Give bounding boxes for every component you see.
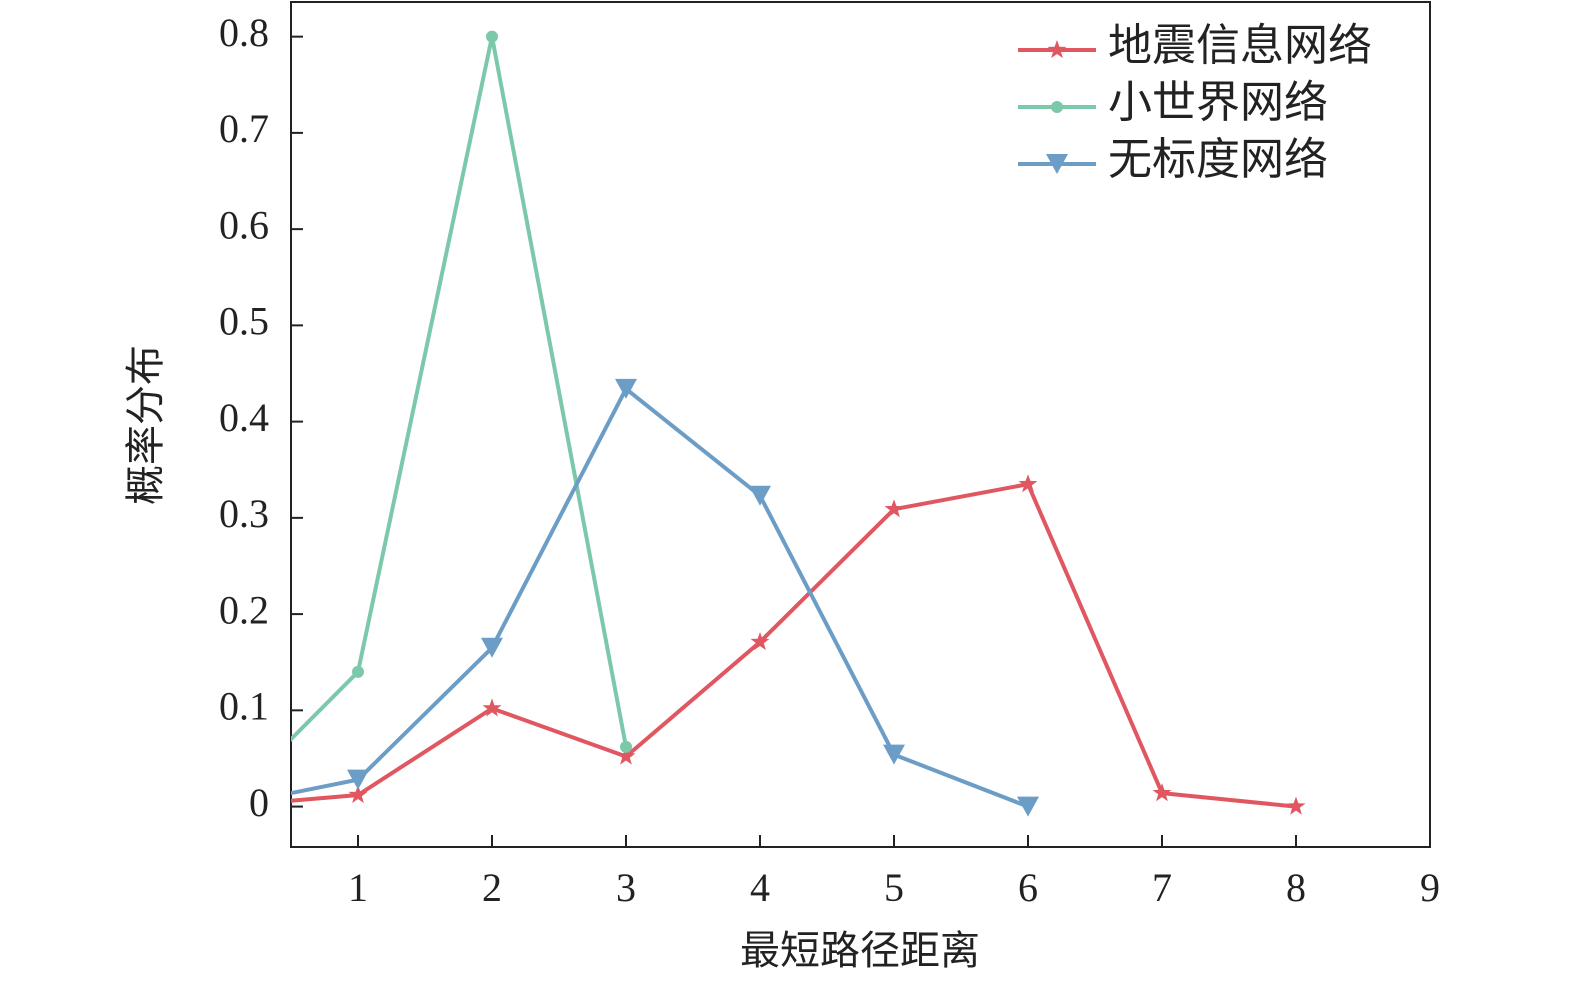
- point: [620, 740, 632, 753]
- y-tick-label: 0.8: [219, 10, 269, 55]
- y-tick-label: 0.7: [219, 106, 269, 151]
- point: [1017, 796, 1039, 817]
- point: [615, 378, 637, 399]
- legend-marker: [1046, 154, 1068, 174]
- point: [348, 785, 368, 804]
- point: [215, 797, 234, 815]
- point: [486, 30, 498, 43]
- y-tick-label: 0.3: [219, 491, 269, 536]
- x-tick-label: 1: [348, 865, 368, 910]
- point: [218, 801, 230, 813]
- point: [1286, 796, 1306, 815]
- point: [750, 632, 770, 651]
- x-tick-label: 6: [1018, 865, 1038, 910]
- y-tick-label: 0.6: [219, 202, 269, 247]
- x-tick-label: 9: [1420, 865, 1440, 910]
- y-tick-label: 0.2: [219, 587, 269, 632]
- legend-marker: [1047, 40, 1067, 59]
- point: [749, 485, 771, 506]
- legend-label: 地震信息网络: [1108, 21, 1372, 70]
- y-tick-label: 0.1: [219, 684, 269, 729]
- x-tick-label: 5: [884, 865, 904, 910]
- point: [347, 769, 369, 790]
- point: [884, 499, 904, 518]
- y-tick-label: 0: [249, 780, 269, 825]
- legend-label: 小世界网络: [1108, 78, 1328, 127]
- point: [482, 698, 502, 717]
- plot-frame: [290, 1, 1431, 848]
- y-tick-label: 0.4: [219, 395, 269, 440]
- legend-label: 无标度网络: [1108, 135, 1328, 184]
- point: [1152, 783, 1172, 802]
- x-axis-label: 最短路径距离: [740, 928, 980, 973]
- x-tick-label: 2: [482, 865, 502, 910]
- x-tick-label: 4: [750, 865, 770, 910]
- point: [213, 797, 235, 817]
- point: [883, 744, 905, 765]
- y-axis-label: 概率分布: [123, 345, 168, 505]
- point: [1018, 474, 1038, 493]
- series-line: [291, 36, 628, 748]
- point: [481, 637, 503, 658]
- x-tick-label: 3: [616, 865, 636, 910]
- legend-marker: [1051, 101, 1063, 113]
- plot-area: [213, 30, 1306, 817]
- x-tick-label: 8: [1286, 865, 1306, 910]
- y-tick-label: 0.5: [219, 299, 269, 344]
- x-tick-label: 7: [1152, 865, 1172, 910]
- point: [616, 746, 636, 765]
- point: [352, 665, 364, 678]
